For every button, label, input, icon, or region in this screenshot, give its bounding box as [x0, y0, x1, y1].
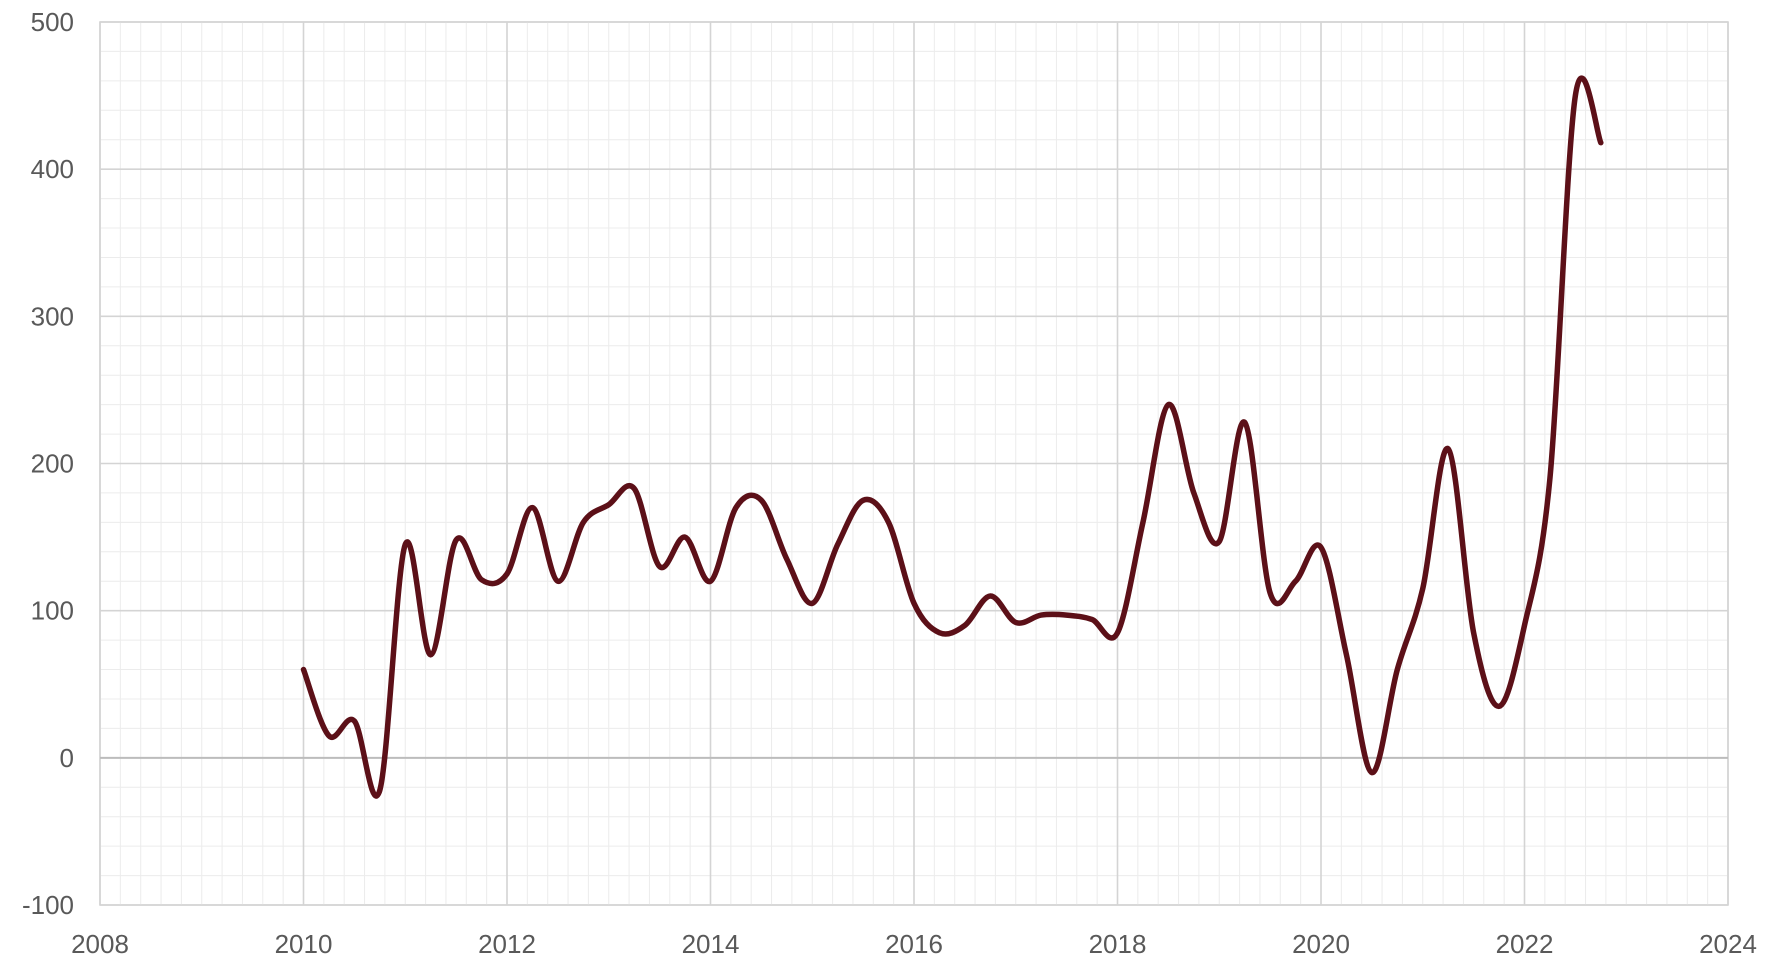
major-gridlines: [99, 21, 1729, 906]
x-tick-label: 2024: [1699, 929, 1757, 959]
x-tick-label: 2020: [1292, 929, 1350, 959]
x-tick-label: 2010: [275, 929, 333, 959]
y-axis-tick-labels: -100 0 100 200 300 400 500: [22, 7, 74, 920]
x-tick-label: 2018: [1089, 929, 1147, 959]
x-tick-label: 2014: [682, 929, 740, 959]
x-tick-label: 2022: [1496, 929, 1554, 959]
series-line: [300, 75, 1604, 799]
x-tick-label: 2008: [71, 929, 129, 959]
y-tick-label: 200: [31, 449, 74, 479]
y-tick-label: 300: [31, 301, 74, 331]
series-layer: [300, 75, 1604, 799]
x-tick-label: 2016: [885, 929, 943, 959]
x-axis-tick-labels: 2008 2010 2012 2014 2016 2018 2020 2022 2024: [71, 929, 1757, 959]
y-tick-label: -100: [22, 890, 74, 920]
y-tick-label: 500: [31, 7, 74, 37]
y-tick-label: 0: [60, 743, 74, 773]
y-tick-label: 100: [31, 596, 74, 626]
x-tick-label: 2012: [478, 929, 536, 959]
y-tick-label: 400: [31, 154, 74, 184]
